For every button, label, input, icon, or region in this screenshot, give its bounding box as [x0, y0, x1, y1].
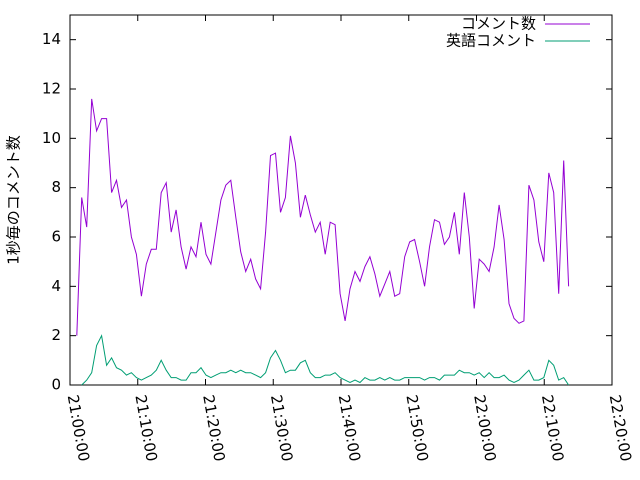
series-line	[76, 98, 570, 336]
y-tick-label: 10	[42, 129, 61, 147]
plot-frame	[69, 14, 613, 386]
x-tick-label: 22:10:00	[538, 393, 567, 462]
x-tick-label: 22:00:00	[470, 393, 499, 462]
y-tick-label: 14	[42, 30, 61, 48]
x-tick-label: 21:30:00	[267, 393, 296, 462]
x-tick-label: 21:40:00	[335, 393, 364, 462]
y-tick-label: 8	[51, 178, 61, 196]
series-line	[81, 334, 570, 386]
x-tick-label: 21:00:00	[64, 393, 93, 462]
y-tick-label: 0	[51, 376, 61, 394]
x-tick-label: 21:10:00	[131, 393, 160, 462]
y-axis-label: 1秒毎のコメント数	[5, 135, 23, 265]
y-tick-label: 4	[51, 277, 61, 295]
legend-label: コメント数	[461, 15, 536, 33]
x-tick-label: 21:20:00	[199, 393, 228, 462]
x-tick-label: 22:20:00	[606, 393, 635, 462]
y-tick-label: 12	[42, 80, 61, 98]
y-tick-label: 6	[51, 228, 61, 246]
legend-label: 英語コメント	[446, 32, 536, 50]
x-tick-label: 21:50:00	[402, 393, 431, 462]
y-tick-label: 2	[51, 326, 61, 344]
